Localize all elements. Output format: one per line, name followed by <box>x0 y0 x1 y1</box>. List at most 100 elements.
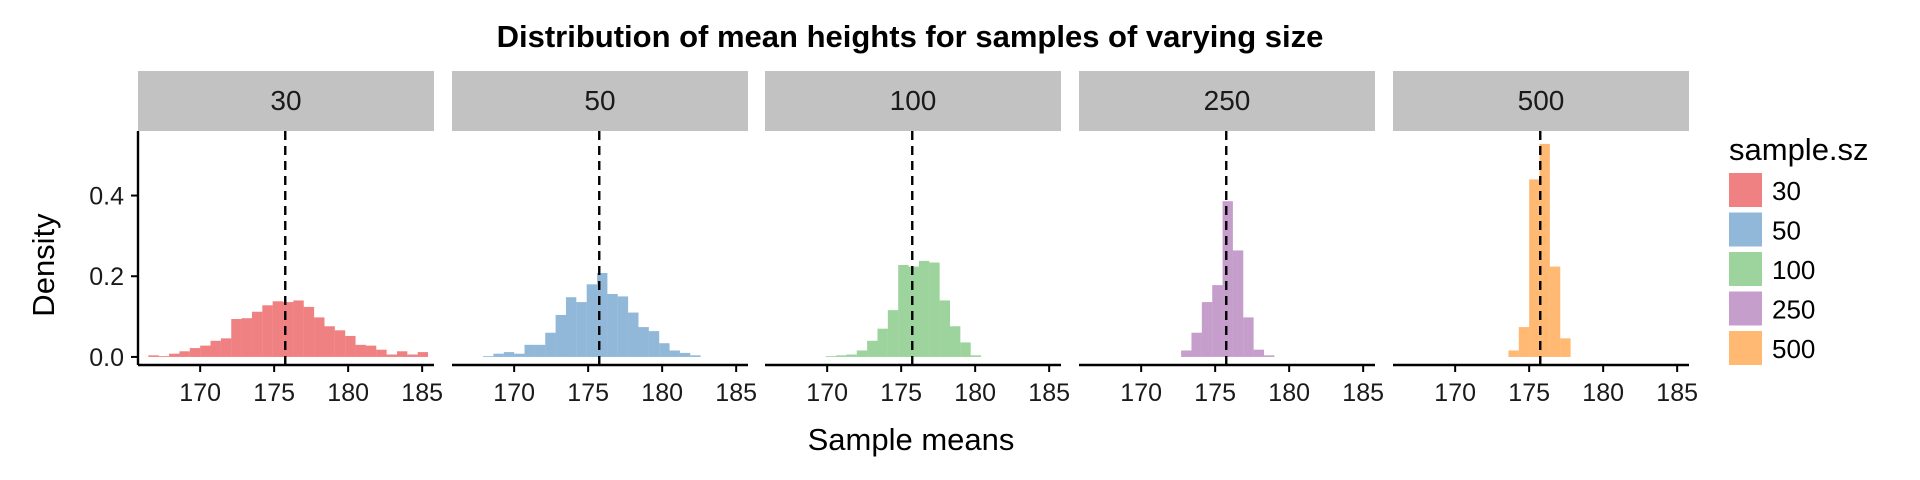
bar-30-0 <box>148 355 159 357</box>
x-axis-title: Sample means <box>808 422 1015 457</box>
legend-key-30 <box>1729 173 1762 207</box>
bar-100-11 <box>939 300 950 357</box>
y-tick-label-1: 0.2 <box>89 263 124 291</box>
x-tick-label-100-1: 175 <box>880 379 922 407</box>
bar-50-16 <box>648 331 660 357</box>
bar-30-11 <box>262 305 273 357</box>
x-tick-label-500-3: 185 <box>1656 379 1698 407</box>
bar-30-7 <box>220 338 232 357</box>
bar-100-13 <box>960 342 971 357</box>
bar-30-14 <box>293 300 304 357</box>
y-tick-label-0: 0.0 <box>89 344 124 372</box>
bar-500-5 <box>1560 338 1571 357</box>
bar-250-3 <box>1212 285 1223 357</box>
bar-100-9 <box>918 260 930 357</box>
x-tick-label-30-2: 180 <box>327 379 369 407</box>
bar-30-13 <box>283 302 294 357</box>
bar-50-4 <box>524 344 535 357</box>
bar-50-19 <box>679 352 691 357</box>
bar-30-8 <box>231 319 242 357</box>
bar-30-9 <box>241 318 252 357</box>
bar-100-10 <box>929 262 940 357</box>
legend-label-50: 50 <box>1772 216 1801 246</box>
bar-30-2 <box>169 353 180 357</box>
x-tick-label-30-0: 170 <box>179 379 221 407</box>
strip-label-30: 30 <box>270 85 301 116</box>
x-tick-label-500-1: 175 <box>1508 379 1550 407</box>
bar-50-18 <box>669 350 680 357</box>
bar-250-0 <box>1181 350 1192 357</box>
bar-250-4 <box>1222 201 1233 357</box>
bar-30-16 <box>314 317 325 357</box>
bar-50-9 <box>576 302 587 357</box>
bar-50-6 <box>545 332 556 357</box>
bar-50-12 <box>607 293 618 357</box>
bar-500-4 <box>1549 266 1561 357</box>
bar-250-5 <box>1232 250 1244 357</box>
x-tick-label-50-2: 180 <box>641 379 683 407</box>
bar-30-17 <box>324 326 335 357</box>
bar-50-0 <box>483 356 494 357</box>
bar-50-13 <box>617 296 629 357</box>
bar-50-10 <box>586 284 598 357</box>
strip-500 <box>1393 71 1689 131</box>
bar-50-14 <box>628 312 639 357</box>
x-tick-label-100-2: 180 <box>954 379 996 407</box>
bar-100-6 <box>887 310 899 357</box>
bar-250-7 <box>1253 349 1264 357</box>
bar-250-2 <box>1201 302 1213 357</box>
strip-50 <box>452 71 748 131</box>
bar-250-1 <box>1191 332 1202 357</box>
legend-title: sample.sz <box>1729 132 1869 167</box>
legend-key-100 <box>1729 252 1762 286</box>
bar-30-20 <box>355 344 366 357</box>
bar-30-4 <box>189 348 201 357</box>
bar-100-2 <box>846 354 857 357</box>
bar-30-24 <box>397 351 408 357</box>
bar-30-21 <box>365 345 377 357</box>
chart-title: Distribution of mean heights for samples… <box>497 19 1324 54</box>
bar-30-26 <box>417 352 429 357</box>
bar-100-8 <box>908 266 919 357</box>
bar-30-23 <box>386 354 397 357</box>
legend: sample.sz 30 50 100 250 500 <box>1729 132 1869 365</box>
legend-label-100: 100 <box>1772 255 1815 285</box>
bar-100-12 <box>950 326 961 357</box>
strip-label-100: 100 <box>890 85 937 116</box>
bar-100-7 <box>898 264 909 357</box>
x-tick-label-250-2: 180 <box>1268 379 1310 407</box>
bar-30-10 <box>251 311 263 357</box>
strip-label-250: 250 <box>1204 85 1251 116</box>
x-tick-label-50-3: 185 <box>715 379 757 407</box>
bar-50-7 <box>555 314 566 357</box>
bar-30-22 <box>376 349 387 357</box>
bar-250-8 <box>1264 355 1275 357</box>
bar-50-2 <box>503 352 515 357</box>
bar-50-8 <box>565 297 577 357</box>
bar-500-0 <box>1508 350 1519 357</box>
bar-30-12 <box>272 301 284 357</box>
strip-label-500: 500 <box>1518 85 1565 116</box>
bar-50-17 <box>659 343 670 357</box>
panel-500: 500 170 175 180 185 <box>1393 71 1698 407</box>
y-axis-title: Density <box>26 213 61 317</box>
bar-500-3 <box>1539 143 1550 357</box>
bar-100-4 <box>867 340 878 357</box>
strip-250 <box>1079 71 1375 131</box>
bar-50-1 <box>493 353 504 357</box>
bar-50-15 <box>638 327 649 357</box>
panel-30: 30 170 175 180 185 0.0 0.2 0.4 <box>89 71 443 407</box>
panel-100: 100 170 175 180 185 <box>765 71 1070 407</box>
bar-500-1 <box>1518 327 1530 357</box>
x-tick-label-50-1: 175 <box>567 379 609 407</box>
bar-30-18 <box>334 330 346 357</box>
bar-30-1 <box>158 356 170 357</box>
legend-key-50 <box>1729 212 1762 247</box>
bar-30-6 <box>210 340 221 357</box>
bar-30-3 <box>179 351 190 357</box>
legend-label-30: 30 <box>1772 176 1801 206</box>
panel-250: 250 170 175 180 185 <box>1079 71 1384 407</box>
legend-key-500 <box>1729 331 1762 365</box>
